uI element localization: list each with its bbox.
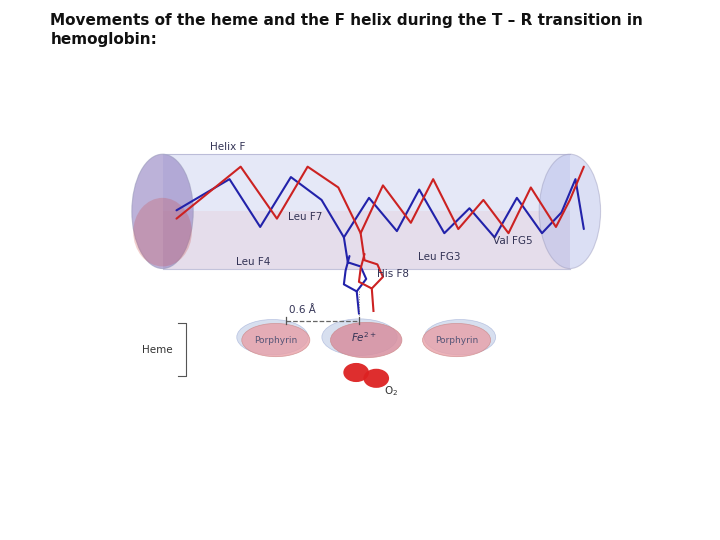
Text: 0.6 Å: 0.6 Å [289, 305, 315, 315]
Text: Leu F7: Leu F7 [288, 212, 323, 222]
Text: Leu F4: Leu F4 [236, 257, 271, 267]
Text: Movements of the heme and the F helix during the T – R transition in: Movements of the heme and the F helix du… [50, 14, 643, 29]
Text: Val FG5: Val FG5 [493, 236, 533, 246]
Polygon shape [163, 154, 570, 268]
Ellipse shape [343, 363, 369, 382]
Text: Leu FG3: Leu FG3 [418, 252, 461, 262]
Ellipse shape [237, 320, 308, 355]
Text: O$_2$: O$_2$ [384, 384, 398, 397]
Ellipse shape [242, 323, 310, 357]
Text: Fe$^{2+}$: Fe$^{2+}$ [351, 330, 377, 345]
Ellipse shape [330, 322, 402, 357]
Ellipse shape [424, 320, 495, 355]
Ellipse shape [364, 369, 389, 388]
Ellipse shape [132, 154, 193, 268]
Text: Porphyrin: Porphyrin [254, 335, 297, 345]
Text: Helix F: Helix F [210, 142, 246, 152]
Ellipse shape [322, 319, 397, 355]
Text: Heme: Heme [142, 345, 173, 355]
Text: hemoglobin:: hemoglobin: [50, 32, 157, 48]
Text: Porphyrin: Porphyrin [435, 335, 478, 345]
Ellipse shape [133, 198, 192, 266]
Text: His F8: His F8 [377, 269, 410, 279]
Ellipse shape [423, 323, 490, 357]
Ellipse shape [539, 154, 600, 268]
Polygon shape [163, 211, 570, 268]
